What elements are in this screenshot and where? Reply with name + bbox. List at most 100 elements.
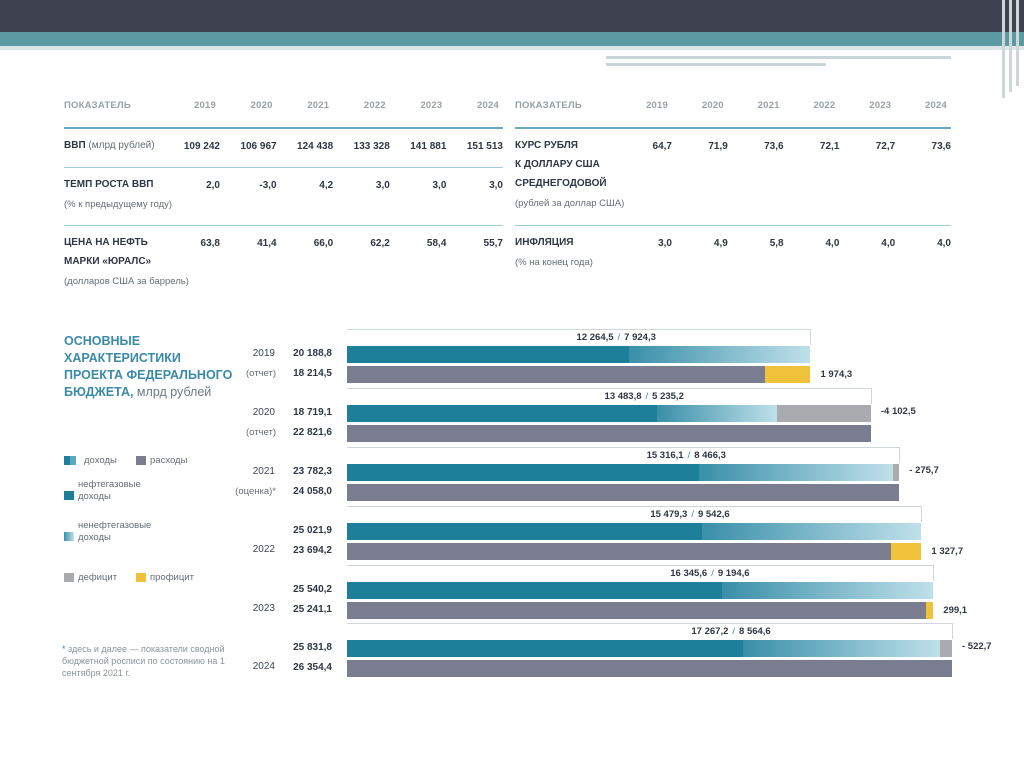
slide-accent-line-2 — [606, 63, 826, 66]
deficit-label-2021: - 275,7 — [909, 465, 939, 476]
bar-non-oil-2023 — [722, 582, 933, 599]
right-header-year-2023: 2023 — [851, 100, 891, 111]
bar-group-frame-2022 — [347, 506, 922, 522]
data-label-non-oil-2023: 9 194,6 — [718, 568, 750, 579]
left-header-year-2024: 2024 — [459, 100, 499, 111]
data-label-separator-2021: / — [684, 450, 695, 461]
left-value-2-2022: 62,2 — [346, 238, 390, 249]
bar-non-oil-2021 — [699, 464, 893, 481]
data-label-non-oil-2021: 8 466,3 — [694, 450, 726, 461]
right-header-year-2021: 2021 — [740, 100, 780, 111]
left-row-unit-1: (% к предыдущему году) — [64, 199, 172, 210]
bar-oil-gas-2019 — [347, 346, 629, 363]
bar-non-oil-2020 — [657, 405, 777, 422]
left-value-2-2019: 63,8 — [176, 238, 220, 249]
data-label-oil-gas-2024: 17 267,2 — [691, 626, 728, 637]
data-label-oil-gas-2023: 16 345,6 — [670, 568, 707, 579]
budget-title-unit: млрд рублей — [133, 385, 211, 399]
legend-swatch-income-2 — [70, 456, 76, 465]
legend-label-non-oil-2: доходы — [78, 532, 151, 544]
bar-surplus-2019 — [765, 366, 810, 383]
right-value-0-2023: 72,7 — [851, 141, 895, 152]
bar-expenses-2021 — [347, 484, 899, 501]
income-total-2020: 18 719,1 — [272, 407, 332, 418]
right-value-1-2020: 4,9 — [684, 238, 728, 249]
bar-oil-gas-2022 — [347, 523, 702, 540]
left-value-0-2024: 151 513 — [459, 141, 503, 152]
data-label-oil-gas-2021: 15 316,1 — [647, 450, 684, 461]
category-note-2019: (отчет) — [232, 368, 276, 379]
bar-group-frame-2024 — [347, 623, 953, 639]
data-label-separator-2024: / — [728, 626, 739, 637]
left-header-year-2019: 2019 — [176, 100, 216, 111]
footnote-mark: * — [62, 644, 66, 654]
slide-accent-line-1 — [606, 56, 951, 59]
bar-surplus-2022 — [891, 543, 921, 560]
right-value-0-2020: 71,9 — [684, 141, 728, 152]
bar-oil-gas-2020 — [347, 405, 657, 422]
left-row-unit-2: (долларов США за баррель) — [64, 276, 189, 287]
data-label-separator-2020: / — [642, 391, 653, 402]
left-header-year-2021: 2021 — [289, 100, 329, 111]
left-value-0-2019: 109 242 — [176, 141, 220, 152]
income-total-2022: 25 021,9 — [272, 525, 332, 536]
right-value-1-2024: 4,0 — [907, 238, 951, 249]
right-row-rule-0 — [515, 225, 951, 226]
bar-non-oil-2022 — [702, 523, 921, 540]
data-label-oil-gas-2022: 15 479,3 — [650, 509, 687, 520]
data-label-income-split-2023: 16 345,6/9 194,6 — [670, 568, 749, 579]
surplus-label-2022: 1 327,7 — [931, 546, 963, 557]
data-label-oil-gas-2019: 12 264,5 — [577, 332, 614, 343]
bar-deficit-2021 — [893, 464, 899, 481]
deficit-label-2024: - 522,7 — [962, 641, 992, 652]
category-year-2024: 2024 — [241, 661, 275, 672]
left-value-1-2023: 3,0 — [402, 180, 446, 191]
right-row-unit-0: (рублей за доллар США) — [515, 198, 624, 209]
left-header-year-2022: 2022 — [346, 100, 386, 111]
budget-title-line-3: ПРОЕКТА ФЕДЕРАЛЬНОГО — [64, 367, 232, 384]
bar-oil-gas-2023 — [347, 582, 722, 599]
left-header-year-2020: 2020 — [233, 100, 273, 111]
right-row-label-1: ИНФЛЯЦИЯ — [515, 233, 573, 252]
left-row-unit-0: (млрд рублей) — [86, 140, 155, 151]
right-header-year-2020: 2020 — [684, 100, 724, 111]
expenses-total-2019: 18 214,5 — [272, 368, 332, 379]
left-value-1-2020: -3,0 — [233, 180, 277, 191]
bar-expenses-2024 — [347, 660, 952, 677]
left-row-name-0: ВВП — [64, 140, 86, 151]
right-value-1-2022: 4,0 — [795, 238, 839, 249]
budget-title-line-2: ХАРАКТЕРИСТИКИ — [64, 350, 232, 367]
category-year-2022: 2022 — [241, 544, 275, 555]
legend-label-surplus: профицит — [150, 572, 194, 584]
left-value-1-2022: 3,0 — [346, 180, 390, 191]
expenses-total-2023: 25 241,1 — [272, 604, 332, 615]
slide-top-bar — [0, 0, 1024, 32]
category-year-2019: 2019 — [241, 348, 275, 359]
deficit-label-2020: -4 102,5 — [881, 406, 916, 417]
right-header-rule — [515, 127, 951, 129]
right-header-year-2022: 2022 — [795, 100, 835, 111]
data-label-separator-2022: / — [687, 509, 698, 520]
category-note-2020: (отчет) — [232, 427, 276, 438]
legend-label-oil-gas: нефтегазовые доходы — [78, 479, 141, 503]
data-label-separator-2023: / — [707, 568, 718, 579]
left-value-1-2019: 2,0 — [176, 180, 220, 191]
bar-expenses-2022 — [347, 543, 891, 560]
category-year-2023: 2023 — [241, 603, 275, 614]
right-value-1-2019: 3,0 — [628, 238, 672, 249]
budget-title-line-1: ОСНОВНЫЕ — [64, 333, 232, 350]
left-row-rule-0 — [64, 167, 503, 168]
left-value-2-2021: 66,0 — [289, 238, 333, 249]
budget-title-line-4: БЮДЖЕТА, — [64, 385, 133, 399]
legend-label-income: доходы — [84, 455, 117, 467]
legend-swatch-expenses — [136, 456, 146, 465]
right-row-label-0: КУРС РУБЛЯ К ДОЛЛАРУ США СРЕДНЕГОДОВОЙ — [515, 136, 607, 193]
budget-title: ОСНОВНЫЕ ХАРАКТЕРИСТИКИ ПРОЕКТА ФЕДЕРАЛЬ… — [64, 333, 232, 401]
bar-expenses-2020 — [347, 425, 871, 442]
right-value-1-2023: 4,0 — [851, 238, 895, 249]
footnote: * здесь и далее — показатели сводной бюд… — [62, 643, 232, 679]
bar-oil-gas-2024 — [347, 640, 743, 657]
right-value-1-2021: 5,8 — [740, 238, 784, 249]
right-value-0-2021: 73,6 — [740, 141, 784, 152]
income-total-2023: 25 540,2 — [272, 584, 332, 595]
